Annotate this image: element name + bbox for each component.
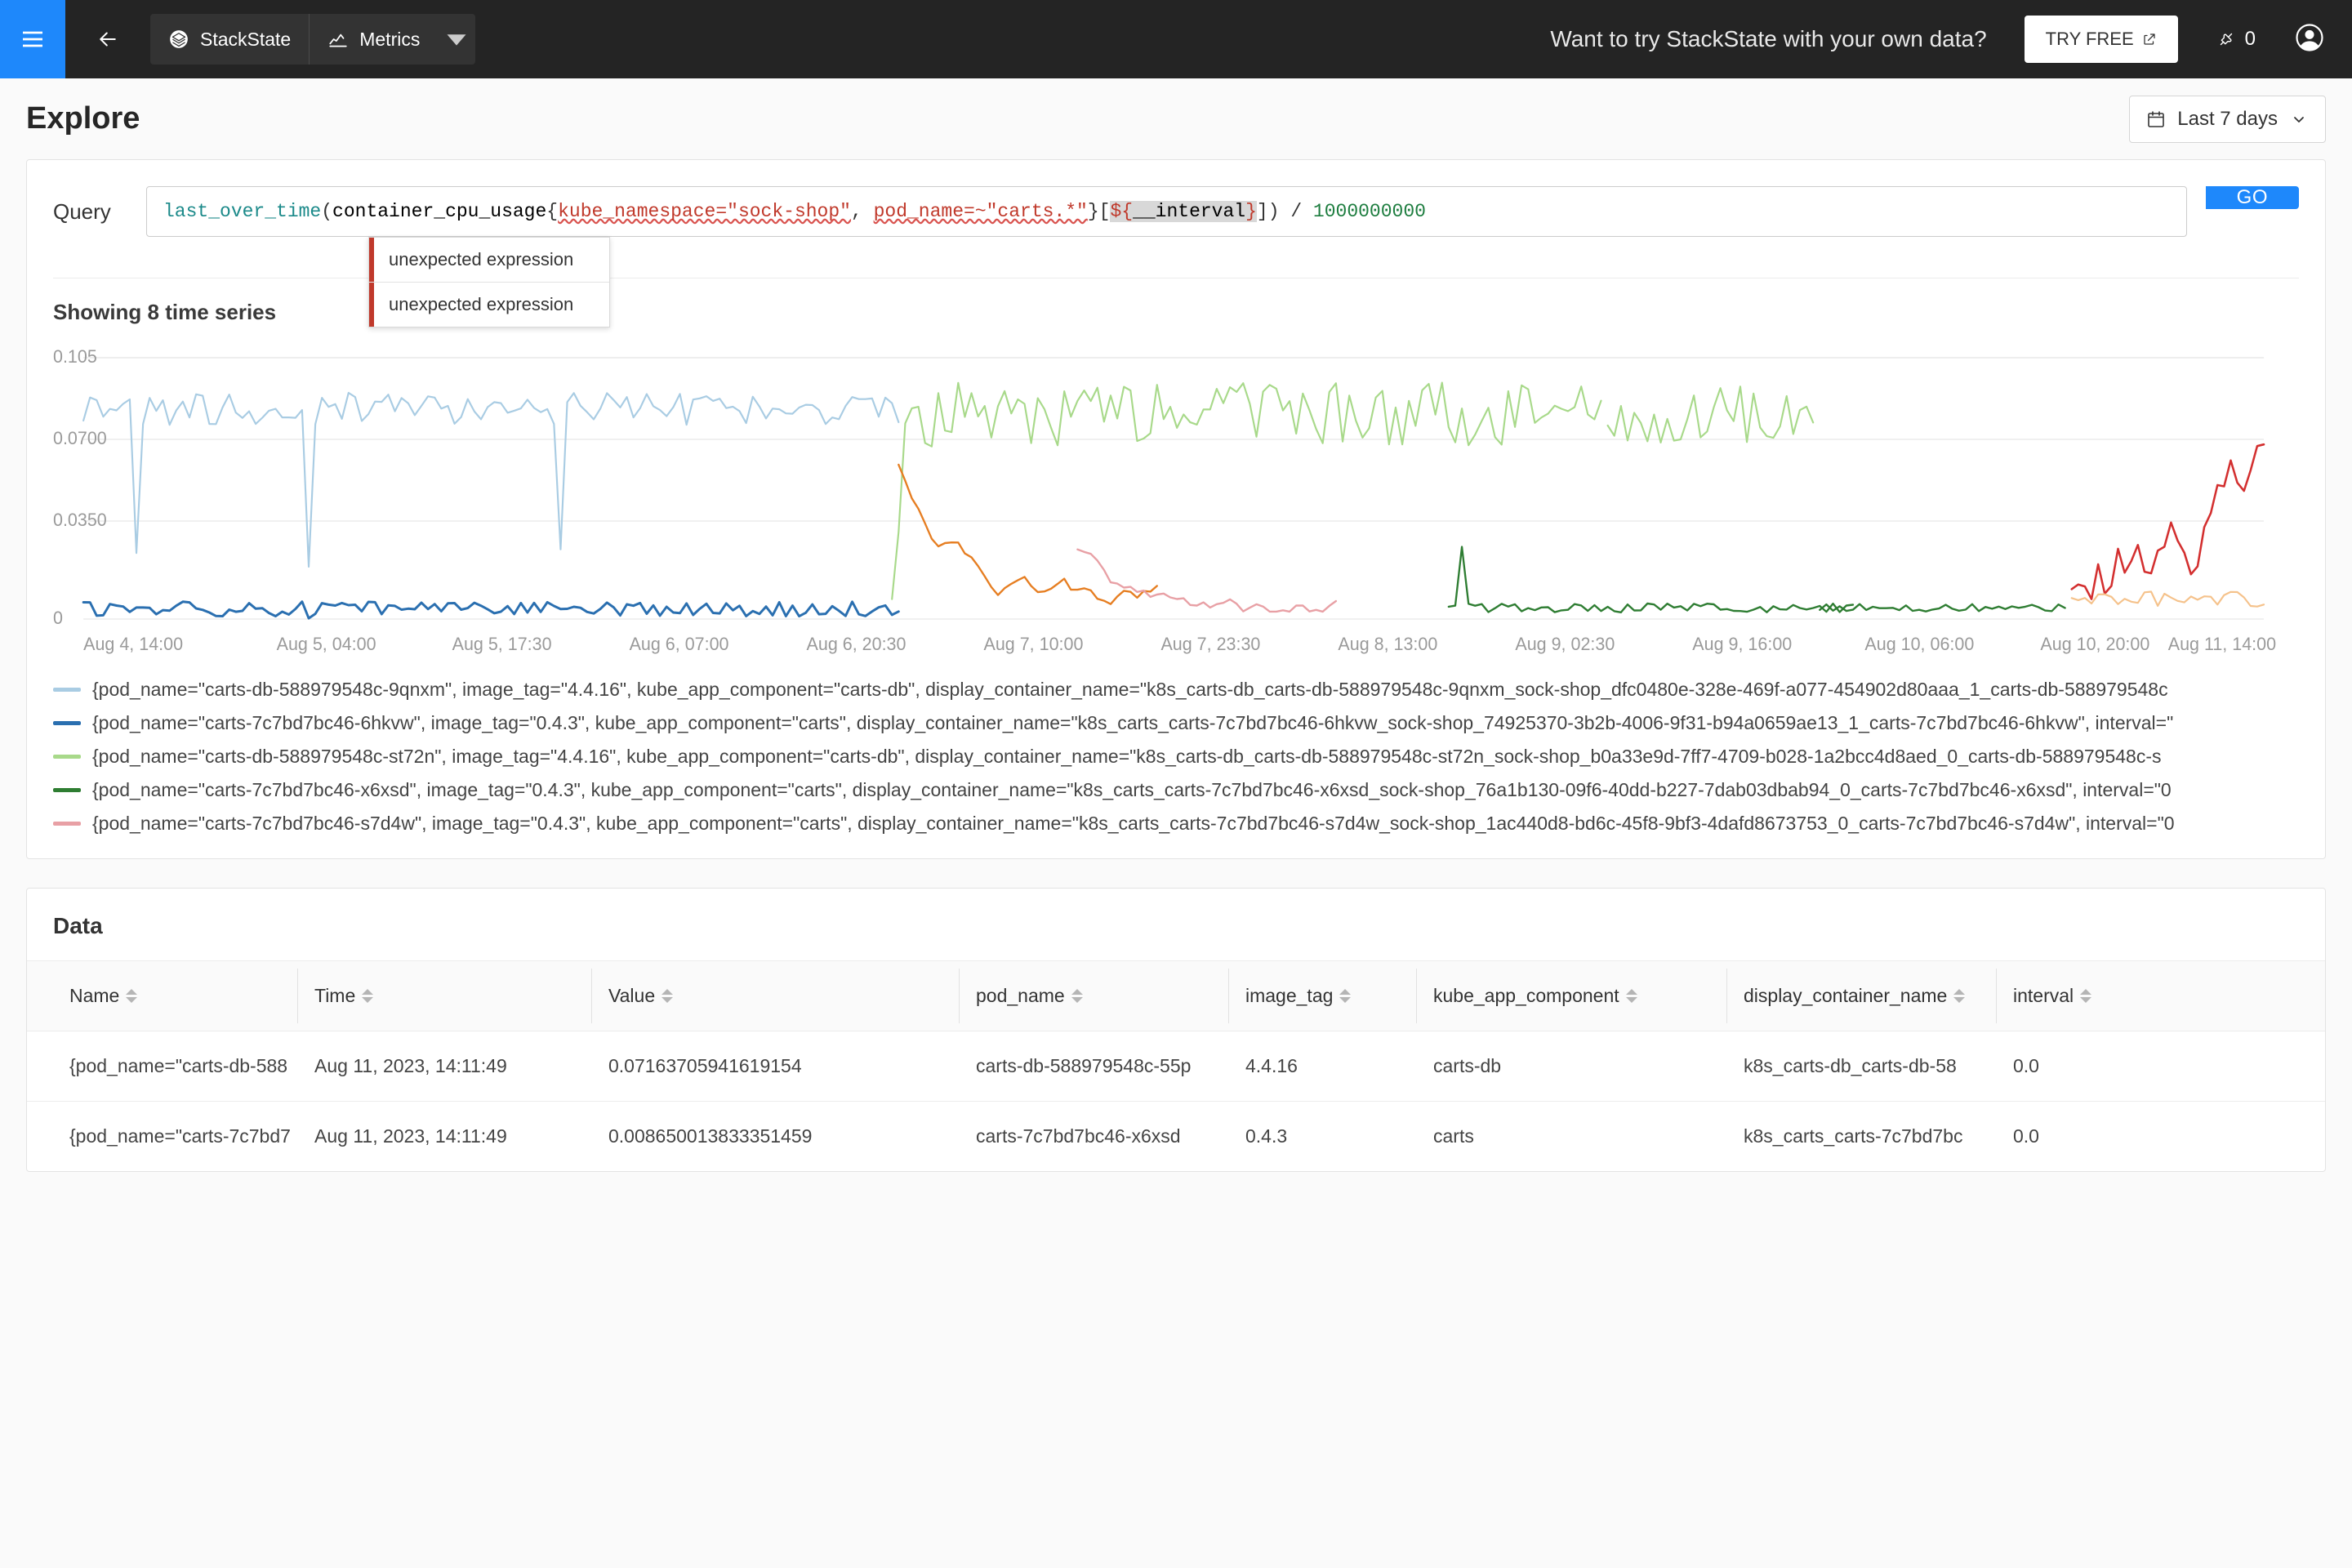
- svg-text:0.0700: 0.0700: [53, 428, 107, 448]
- svg-text:Aug 4, 14:00: Aug 4, 14:00: [83, 634, 183, 654]
- svg-text:0.105: 0.105: [53, 346, 97, 367]
- svg-text:Aug 9, 16:00: Aug 9, 16:00: [1692, 634, 1792, 654]
- svg-text:Aug 6, 07:00: Aug 6, 07:00: [630, 634, 729, 654]
- svg-text:Aug 10, 20:00: Aug 10, 20:00: [2040, 634, 2149, 654]
- svg-text:Aug 10, 06:00: Aug 10, 06:00: [1864, 634, 1974, 654]
- svg-text:0: 0: [53, 608, 63, 628]
- svg-text:Aug 9, 02:30: Aug 9, 02:30: [1515, 634, 1615, 654]
- svg-text:Aug 7, 23:30: Aug 7, 23:30: [1160, 634, 1260, 654]
- svg-text:0.0350: 0.0350: [53, 510, 107, 530]
- svg-text:Aug 11, 14:00: Aug 11, 14:00: [2168, 634, 2276, 654]
- svg-text:Aug 5, 17:30: Aug 5, 17:30: [452, 634, 552, 654]
- svg-text:Aug 6, 20:30: Aug 6, 20:30: [807, 634, 906, 654]
- svg-text:Aug 5, 04:00: Aug 5, 04:00: [277, 634, 376, 654]
- svg-text:Aug 7, 10:00: Aug 7, 10:00: [984, 634, 1084, 654]
- svg-text:Aug 8, 13:00: Aug 8, 13:00: [1338, 634, 1437, 654]
